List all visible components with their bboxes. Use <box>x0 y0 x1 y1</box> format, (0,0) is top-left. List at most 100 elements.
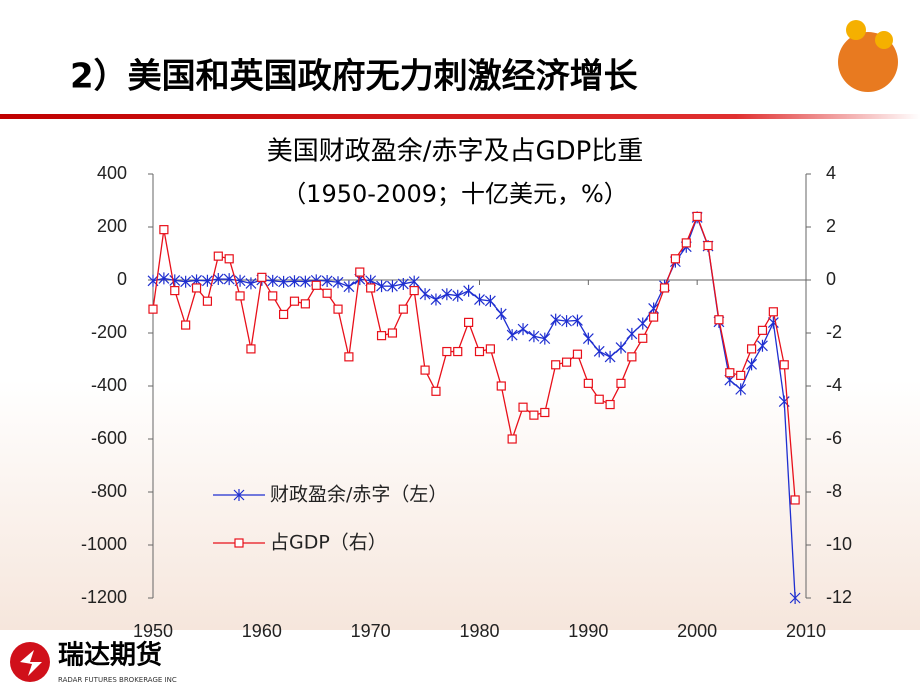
x-tick-label: 1970 <box>351 621 391 641</box>
y2-tick-label: -4 <box>826 375 842 395</box>
point-marker <box>202 296 213 306</box>
point-marker <box>201 274 213 287</box>
y2-tick-label: -12 <box>826 587 852 607</box>
point-marker <box>311 280 321 290</box>
y-tick-label: -200 <box>91 322 127 342</box>
point-marker <box>278 275 290 288</box>
point-marker <box>267 274 279 287</box>
point-marker <box>322 288 332 298</box>
point-marker <box>583 378 593 388</box>
point-marker <box>355 267 365 277</box>
point-marker <box>376 280 387 293</box>
point-marker <box>735 383 747 396</box>
point-marker <box>736 370 746 380</box>
point-marker <box>529 410 539 420</box>
point-marker <box>615 341 627 354</box>
y2-tick-label: 4 <box>826 163 836 183</box>
point-marker <box>268 291 278 301</box>
point-marker <box>648 302 660 315</box>
point-marker <box>398 304 408 314</box>
point-marker <box>757 325 768 335</box>
point-marker <box>572 349 583 359</box>
point-marker <box>245 277 257 290</box>
point-marker <box>649 312 659 322</box>
point-marker <box>496 381 506 391</box>
point-marker <box>594 394 604 404</box>
logo-name: 瑞达期货 <box>58 640 162 671</box>
point-marker <box>234 538 244 548</box>
point-marker <box>223 273 235 286</box>
point-marker <box>299 275 311 288</box>
point-marker <box>387 328 398 338</box>
background-decoration <box>0 380 920 630</box>
point-marker <box>540 407 550 418</box>
point-marker <box>714 315 724 325</box>
point-marker <box>181 320 191 330</box>
slide-title: 2）美国和英国政府无力刺激经济增长 <box>70 57 638 97</box>
y-tick-label: -600 <box>91 428 127 448</box>
y-tick-label: 400 <box>97 163 127 183</box>
y-tick-label: -400 <box>91 375 127 395</box>
point-marker <box>495 307 507 320</box>
point-marker <box>420 365 430 375</box>
point-marker <box>344 352 354 362</box>
point-marker <box>170 286 180 296</box>
x-tick-label: 1960 <box>242 621 282 641</box>
logo-subtitle: RADAR FUTURES BROKERAGE INC <box>58 676 177 684</box>
y2-tick-label: -2 <box>826 322 842 342</box>
point-marker <box>474 346 485 357</box>
y2-tick-label: -8 <box>826 481 842 501</box>
point-marker <box>289 275 300 288</box>
point-marker <box>604 350 616 363</box>
point-marker <box>561 315 572 328</box>
point-marker <box>408 275 420 288</box>
chart-subtitle: （1950-2009；十亿美元，%） <box>282 180 628 208</box>
legend-label: 财政盈余/赤字（左） <box>270 484 447 506</box>
point-marker <box>441 288 453 301</box>
legend-label: 占GDP（右） <box>270 532 387 554</box>
y-tick-label: -1000 <box>81 534 127 554</box>
point-marker <box>627 352 637 362</box>
y-tick-label: 0 <box>117 269 127 289</box>
point-marker <box>430 293 442 306</box>
point-marker <box>180 275 192 288</box>
point-marker <box>343 280 355 293</box>
point-marker <box>681 238 691 248</box>
point-marker <box>703 240 713 251</box>
point-marker <box>212 272 224 285</box>
logo: 瑞达期货 RADAR FUTURES BROKERAGE INC <box>10 640 177 684</box>
point-marker <box>366 283 376 293</box>
point-marker <box>746 344 757 354</box>
point-marker <box>790 495 800 505</box>
point-marker <box>528 330 540 343</box>
point-marker <box>233 489 245 501</box>
point-marker <box>746 358 758 371</box>
point-marker <box>551 360 561 370</box>
title-rule <box>0 114 920 119</box>
x-tick-label: 1950 <box>133 621 173 641</box>
point-marker <box>409 286 419 296</box>
point-marker <box>224 254 234 264</box>
point-marker <box>626 327 638 340</box>
point-marker <box>442 346 452 357</box>
point-marker <box>725 368 735 378</box>
y-tick-label: -1200 <box>81 587 127 607</box>
point-marker <box>593 345 605 358</box>
point-marker <box>419 288 431 301</box>
point-marker <box>452 289 464 302</box>
point-marker <box>191 283 202 293</box>
point-marker <box>431 386 441 396</box>
point-marker <box>605 399 615 410</box>
point-marker <box>474 293 485 306</box>
point-marker <box>158 272 170 285</box>
point-marker <box>550 313 562 326</box>
point-marker <box>279 309 289 320</box>
y2-tick-label: 0 <box>826 269 836 289</box>
point-marker <box>670 254 681 264</box>
point-marker <box>485 344 495 354</box>
header-icon <box>838 20 898 92</box>
point-marker <box>387 280 398 293</box>
point-marker <box>659 283 670 293</box>
